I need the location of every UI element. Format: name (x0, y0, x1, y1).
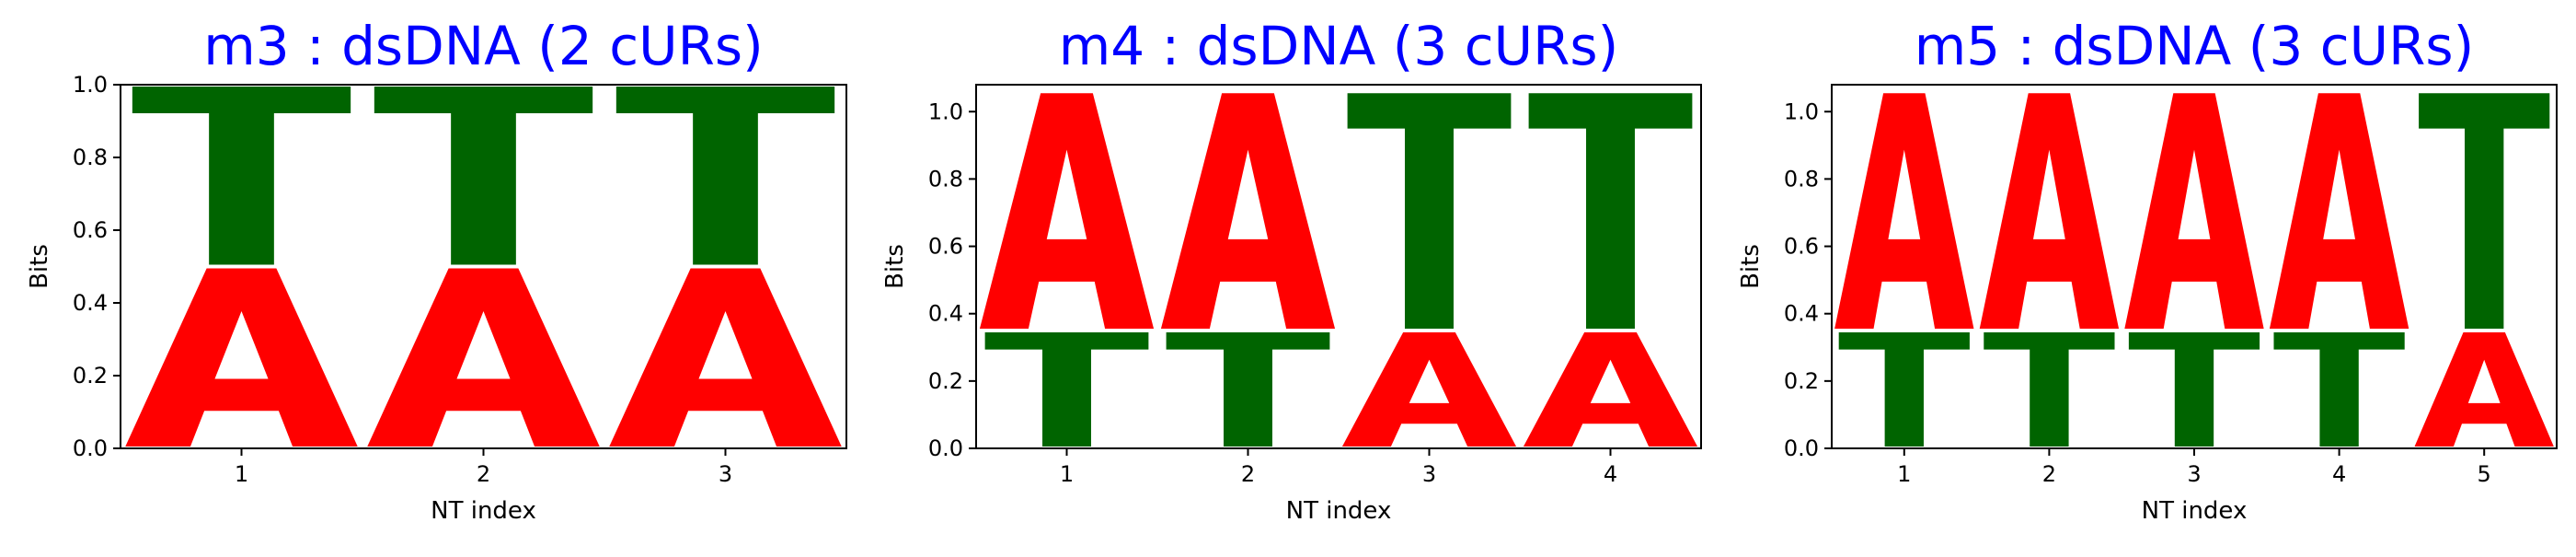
y-tick-label: 0.6 (73, 217, 108, 243)
logo-letter-A-pos-4 (2269, 93, 2409, 329)
x-axis-label: NT index (2142, 497, 2248, 525)
y-tick-label: 0.2 (73, 363, 108, 389)
y-tick-label: 0.8 (73, 145, 108, 170)
logo-letter-A-pos-2 (367, 268, 600, 447)
y-tick-label: 0.0 (928, 435, 963, 461)
logo-letter-T-pos-2 (374, 87, 593, 265)
y-tick-label: 1.0 (73, 72, 108, 98)
logo-letter-A-pos-1 (979, 93, 1155, 329)
y-axis-label: Bits (26, 244, 53, 289)
logo-letter-A-pos-1 (125, 268, 358, 447)
y-tick-label: 0.8 (928, 166, 963, 191)
y-tick-label: 0.2 (1784, 368, 1819, 394)
x-tick-label: 5 (2478, 461, 2491, 487)
x-tick-label: 1 (1897, 461, 1911, 487)
y-tick-label: 0.4 (73, 290, 108, 316)
axes-frame (975, 84, 1702, 449)
x-tick-label: 2 (477, 461, 490, 487)
logo-letter-T-pos-1 (1838, 331, 1970, 447)
y-tick-label: 0.0 (1784, 435, 1819, 461)
x-tick-label: 4 (1604, 461, 1617, 487)
logo-letter-T-pos-4 (2273, 331, 2405, 447)
x-tick-label: 1 (1060, 461, 1074, 487)
y-tick-label: 0.2 (928, 368, 963, 394)
y-axis-label: Bits (1737, 244, 1765, 289)
logo-letter-T-pos-2 (1166, 331, 1330, 447)
logo-letter-A-pos-3 (1341, 331, 1517, 447)
logo-letter-A-pos-2 (1979, 93, 2120, 329)
logo-letter-T-pos-1 (132, 87, 351, 265)
x-tick-label: 3 (2187, 461, 2201, 487)
logo-panel-1: m3 : dsDNA (2 cURs) 0.0 0.2 0.4 0.6 0.8 1.0 1 2 3… (26, 15, 847, 525)
logo-letter-A-pos-3 (609, 268, 842, 447)
logo-letter-A-pos-4 (1523, 331, 1698, 447)
y-tick-label: 0.6 (1784, 234, 1819, 260)
logo-letter-A-pos-2 (1160, 93, 1336, 329)
logo-letter-T-pos-2 (1984, 331, 2115, 447)
logo-letter-A-pos-5 (2414, 331, 2554, 447)
x-tick-label: 1 (235, 461, 248, 487)
x-tick-label: 2 (2042, 461, 2056, 487)
y-tick-label: 0.4 (1784, 301, 1819, 327)
y-tick-label: 0.8 (1784, 166, 1819, 191)
panel-title: m5 : dsDNA (3 cURs) (1915, 15, 2474, 77)
y-tick-label: 0.0 (73, 435, 108, 461)
logo-letter-T-pos-3 (615, 87, 835, 265)
x-tick-label: 4 (2332, 461, 2346, 487)
y-tick-label: 0.6 (928, 234, 963, 260)
logo-letter-T-pos-5 (2419, 93, 2550, 329)
x-tick-label: 2 (1241, 461, 1255, 487)
x-tick-label: 3 (1422, 461, 1436, 487)
logo-letter-T-pos-3 (1347, 93, 1512, 329)
x-tick-label: 3 (719, 461, 732, 487)
y-tick-label: 1.0 (928, 99, 963, 124)
logo-panel-2: m4 : dsDNA (3 cURs) 0.0 0.2 0.4 0.6 0.8 1.0 1 2 3… (881, 15, 1702, 525)
y-tick-label: 0.4 (928, 301, 963, 327)
y-tick-label: 1.0 (1784, 99, 1819, 124)
logo-letter-T-pos-4 (1528, 93, 1693, 329)
x-axis-label: NT index (431, 497, 536, 525)
panel-title: m3 : dsDNA (2 cURs) (203, 15, 763, 77)
logo-letter-A-pos-1 (1834, 93, 1974, 329)
logo-letter-T-pos-3 (2128, 331, 2260, 447)
logo-letter-T-pos-1 (984, 331, 1149, 447)
logo-letter-A-pos-3 (2124, 93, 2264, 329)
panel-title: m4 : dsDNA (3 cURs) (1059, 15, 1618, 77)
x-axis-label: NT index (1286, 497, 1392, 525)
y-axis-label: Bits (881, 244, 909, 289)
logo-panel-3: m5 : dsDNA (3 cURs) 0.0 0.2 0.4 0.6 0.8 1.0 1 2 3… (1737, 15, 2558, 525)
